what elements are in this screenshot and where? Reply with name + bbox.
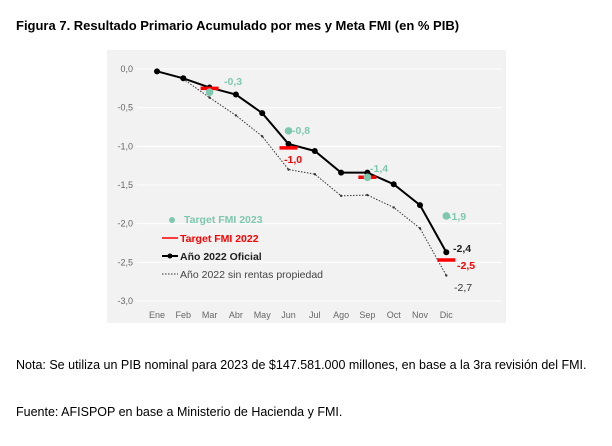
legend-target-2023-icon — [169, 217, 175, 223]
y-tick-label: -3,0 — [117, 296, 133, 306]
sin-rentas-point — [445, 274, 448, 277]
sin-rentas-point — [313, 172, 316, 176]
y-tick-label: -2,0 — [117, 219, 133, 229]
legend-target-2023-label: Target FMI 2023 — [184, 214, 263, 226]
target-2023-point — [284, 127, 293, 135]
x-tick-label: Feb — [176, 310, 192, 320]
target-2023-label: -0,8 — [292, 125, 310, 137]
sin-rentas-point — [392, 206, 395, 209]
y-tick-label: -2,5 — [117, 257, 133, 267]
oficial-point — [285, 141, 292, 148]
oficial-point — [311, 147, 318, 154]
sin-rentas-point — [418, 227, 422, 230]
y-tick-label: 0,0 — [120, 64, 133, 74]
source-text: Fuente: AFISPOP en base a Ministerio de … — [16, 405, 343, 419]
y-tick-label: -1,5 — [117, 180, 133, 190]
x-tick-label: Oct — [387, 310, 402, 320]
target-2023-label: -1,4 — [370, 163, 388, 175]
target-2022-label: -1,0 — [284, 154, 302, 166]
x-tick-label: May — [254, 310, 272, 320]
sin-rentas-point — [287, 168, 290, 171]
oficial-end-label: -2,4 — [453, 243, 471, 255]
x-tick-label: Nov — [412, 310, 429, 320]
oficial-point — [232, 91, 239, 98]
x-tick-label: Jul — [309, 310, 321, 320]
legend-oficial-marker — [167, 253, 173, 259]
oficial-point — [390, 181, 397, 188]
target-2022-label: -2,5 — [457, 260, 475, 272]
target-2023-point — [442, 212, 451, 220]
sin-rentas-point — [261, 135, 264, 138]
line-chart: 0,0 -0,5 -1,0 -1,5 -2,0 -2,5 -3,0 Ene Feb Mar Abr M… — [117, 64, 502, 320]
y-tick-label: -0,5 — [117, 103, 133, 113]
sin-rentas-end-label: -2,7 — [454, 282, 472, 294]
x-tick-label: Dic — [440, 310, 453, 320]
oficial-point — [417, 202, 423, 209]
legend-sin-rentas-label: Año 2022 sin rentas propiedad — [180, 269, 323, 281]
x-tick-label: Ene — [149, 310, 165, 320]
target-2023-point — [205, 88, 214, 96]
target-2023-label: -1,9 — [448, 211, 466, 223]
series-sin-rentas-line — [156, 70, 447, 276]
oficial-point — [338, 169, 345, 176]
series-oficial-line — [156, 70, 448, 253]
oficial-point — [180, 75, 187, 82]
x-tick-label: Abr — [229, 310, 243, 320]
x-tick-label: Sep — [359, 310, 375, 320]
oficial-point — [259, 110, 266, 117]
x-tick-label: Mar — [202, 310, 218, 320]
x-tick-label: Ago — [333, 310, 349, 320]
legend-oficial-label: Año 2022 Oficial — [180, 251, 262, 263]
chart-area: 0,0 -0,5 -1,0 -1,5 -2,0 -2,5 -3,0 Ene Feb Mar Abr M… — [107, 50, 506, 323]
x-tick-label: Jun — [281, 310, 296, 320]
y-tick-label: -1,0 — [117, 141, 133, 151]
oficial-point — [443, 249, 450, 256]
note-text: Nota: Se utiliza un PIB nominal para 202… — [16, 358, 587, 372]
sin-rentas-point — [234, 114, 238, 117]
legend-target-2022-label: Target FMI 2022 — [180, 233, 259, 245]
sin-rentas-point — [208, 96, 211, 99]
sin-rentas-point — [366, 193, 369, 197]
figure-title: Figura 7. Resultado Primario Acumulado p… — [16, 18, 460, 33]
sin-rentas-point — [339, 194, 343, 198]
target-2023-label: -0,3 — [224, 76, 242, 88]
target-2023-point — [363, 173, 372, 182]
oficial-point — [154, 68, 160, 75]
